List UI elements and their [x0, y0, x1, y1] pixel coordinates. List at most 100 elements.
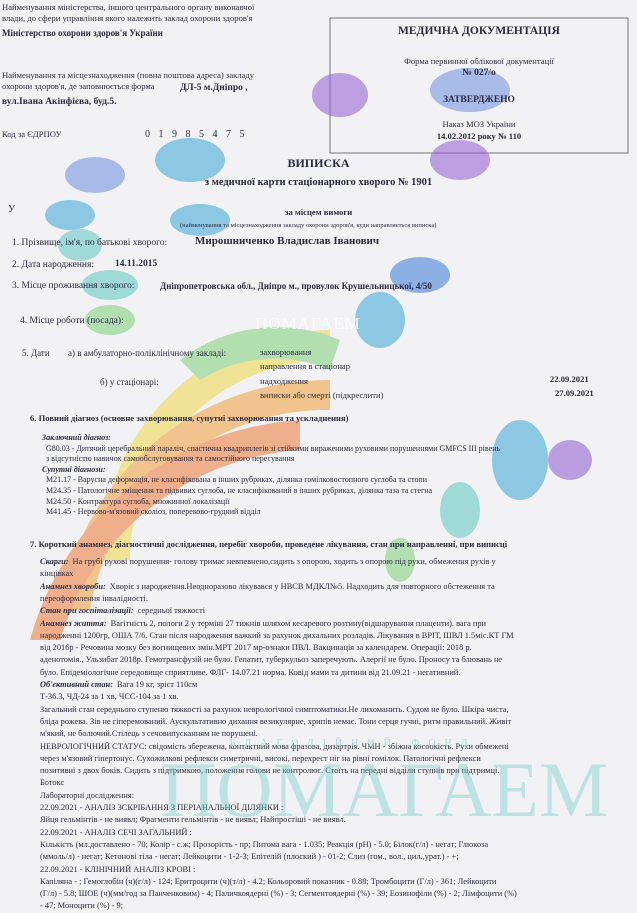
line-text: - 47; Моноцити (%) - 9;	[40, 901, 124, 911]
line-text: аденотомія., Ульзибат 2018р. Гемотрансфу…	[40, 655, 503, 665]
form-caption: Форма первинної облікової документації	[404, 56, 554, 66]
approved: ЗАТВЕРДЖЕНО	[443, 95, 515, 105]
field-label: направлення в стаціонар	[260, 361, 351, 371]
field-label: виписки або смерті (підкреслити)	[260, 390, 384, 400]
history-line: (Г/л) - 5.8; ШОЕ (ч)(мм/год за Панченков…	[40, 888, 629, 900]
line-lead: Скарги:	[40, 557, 69, 566]
form-number: № 027/о	[462, 68, 496, 78]
field-label: 2. Дата народження:	[12, 260, 95, 270]
history-line: м'який, не болючий.Стілець з сечовипуска…	[40, 728, 629, 740]
line-text: Вагітність 2, пологи 2 у терміні 27 тижн…	[110, 618, 487, 628]
ministry-caption: Найменування міністерства, іншого центра…	[2, 2, 255, 12]
facility-caption: охорони здоров'я, де заповнюється форма	[2, 81, 155, 91]
diagnosis-line: Супутні діагнози:	[42, 464, 106, 474]
facility-address: вул.Івана Акінфієва, буд.5.	[2, 97, 117, 107]
discharge-date: 27.09.2021	[555, 388, 594, 398]
field-label: 1. Прізвище, ім'я, по батькові хворого:	[12, 238, 168, 248]
line-text: середньої тяжкості	[137, 606, 206, 616]
line-text: НЕВРОЛОГІЧНИЙ СТАТУС: свідомість збереже…	[40, 741, 509, 751]
line-lead: Стан при госпіталізації:	[40, 606, 134, 616]
watermark: ПОМАГАЕМ	[255, 314, 361, 333]
line-text: Капіляна - ; Гемоглобін (ч)(г/л) - 124; …	[40, 876, 497, 886]
diagnosis-line: M24.35 - Патологічне зміщення та підвиви…	[46, 486, 433, 495]
history-line: Анамнез життя: Вагітність 2, пологи 2 у т…	[40, 618, 629, 630]
history-line: Загальний стан середнього ступеню тяжкос…	[40, 704, 629, 716]
diagnosis-line: M24.50 - Контрактура суглоба, множинної …	[46, 496, 230, 506]
watermark: БЛАГОДІЙНИЙ ФОНД	[230, 738, 477, 749]
code-label: Код за ЄДРПОУ	[2, 129, 62, 139]
history-line: кінцівках	[40, 568, 629, 580]
history-line: Яйця гельмінтів - не виявл; Фрагменти ге…	[40, 814, 629, 826]
line-text: Лабораторні дослідження:	[40, 790, 135, 800]
line-text: 22.09.2021 - АНАЛІЗ СЕЧІ ЗАГАЛЬНИЙ :	[40, 827, 192, 837]
line-text: м'який, не болючий.Стілець з сечовипуска…	[40, 729, 258, 739]
history-line: переоформлення інвалідності.	[40, 593, 629, 605]
line-text: було. Епідеміологічне середовище сприятл…	[40, 667, 461, 677]
history-line: - 47; Моноцити (%) - 9;	[40, 900, 629, 912]
diagnosis-line: M21.17 - Варусна деформація, не класифік…	[46, 475, 428, 485]
line-text: кінцівках	[40, 569, 74, 579]
order: Наказ МОЗ України	[442, 119, 516, 129]
doc-title: ВИПИСКА	[287, 156, 350, 170]
edrpou-code: 01985475	[145, 129, 253, 140]
birth-date: 14.11.2015	[115, 259, 158, 269]
field-label: 5. Дати	[22, 348, 50, 358]
history-line: Кількість (мл.доставлено - 70; Колір - с…	[40, 839, 629, 851]
history-line: Капіляна - ; Гемоглобін (ч)(г/л) - 124; …	[40, 876, 629, 888]
field-label: 4. Місце роботи (посада):	[20, 316, 124, 326]
field-label: надходження	[260, 376, 308, 386]
watermark: ПОМАГАЕМ	[160, 746, 609, 833]
line-text: через м'язовий гіпертонус. Сухожилкові р…	[40, 753, 481, 763]
diagnosis-line: Заключний діагноз:	[42, 433, 111, 442]
line-text: Вага 19 кг, зріст 110см	[117, 680, 198, 689]
history-line: (ммоль/л) - негат; Кетонові тіла - негат…	[40, 851, 629, 863]
field-label: 3. Місце проживання хворого:	[12, 281, 135, 291]
line-text: Кількість (мл.доставлено - 70; Колір - с…	[40, 839, 489, 849]
history-line: через м'язовий гіпертонус. Сухожилкові р…	[40, 753, 629, 765]
line-lead: Об'єктивний стан:	[40, 680, 113, 689]
line-text: переоформлення інвалідності.	[40, 593, 148, 603]
diagnosis-line: з відсутністю навичок самообслуговування…	[46, 454, 295, 464]
history-line: 22.09.2021 - КЛІНІЧНИЙ АНАЛІЗ КРОВІ :	[40, 864, 629, 876]
address: Дніпропетровська обл., Дніпро м., провул…	[160, 281, 432, 291]
line-text: від 2016р - Речовина мозку без вогнищеви…	[40, 643, 472, 653]
doc-subtitle: з медичної карти стаціонарного хворого №…	[204, 177, 433, 188]
doc-type: МЕДИЧНА ДОКУМЕНТАЦІЯ	[398, 25, 560, 37]
history-line: Т-36.3, ЧД-24 за 1 хв, ЧСС-104 за 1 хв.	[40, 691, 629, 703]
history-line: Стан при госпіталізації: середньої тяжкос…	[40, 605, 629, 617]
facility: ДЛ-5 м.Дніпро ,	[180, 83, 248, 93]
line-text: Хворіє з народження.Неодноразово лікував…	[109, 581, 495, 591]
ministry: Міністерство охорони здоров'я України	[2, 28, 163, 38]
ministry-caption: влади, до сфери управління якого належит…	[2, 13, 253, 23]
line-text: 22.09.2021 - КЛІНІЧНИЙ АНАЛІЗ КРОВІ :	[40, 864, 196, 874]
line-text: (ммоль/л) - негат; Кетонові тіла - негат…	[40, 852, 459, 862]
field-label: б) у стаціонарі:	[100, 377, 159, 387]
facility-caption: Найменування та місцезнаходження (повна …	[2, 70, 255, 80]
history-line: Об'єктивний стан: Вага 19 кг, зріст 110см	[40, 679, 629, 691]
recipient-caption: (найменування та місцезнаходження заклад…	[180, 222, 437, 229]
diagnosis-line: M41.45 - Нервово-м'язовий сколіоз, попер…	[46, 507, 261, 517]
history-line: Скарги: На грубі рухові порушення- голову…	[40, 556, 629, 568]
section-heading: 6. Повний діагноз (основне захворювання,…	[30, 413, 349, 423]
line-text: 22.09.2021 - АНАЛІЗ ЗСКРІБАННЯ З ПЕРІАНА…	[40, 803, 284, 812]
recipient-prefix: У	[8, 204, 16, 215]
history-line: бліда рожева. Зів не гіперемований. Ауск…	[40, 716, 629, 728]
history-line: НЕВРОЛОГІЧНИЙ СТАТУС: свідомість збереже…	[40, 741, 629, 753]
history-line: аденотомія., Ульзибат 2018р. Гемотрансфу…	[40, 654, 629, 666]
line-text: позитивні з двох боків. Сидить з підтрим…	[40, 766, 500, 776]
section-heading: 7. Короткий анамнез, діагностичні дослід…	[30, 539, 508, 549]
line-text: Т-36.3, ЧД-24 за 1 хв, ЧСС-104 за 1 хв.	[40, 692, 179, 702]
field-label: захворювання	[260, 347, 312, 357]
history-line: було. Епідеміологічне середовище сприятл…	[40, 667, 629, 679]
order-date: 14.02.2012 року № 110	[436, 131, 522, 141]
field-label: а) в амбулаторно-поліклінічному закладі:	[68, 348, 227, 358]
diagnosis-line: G80.03 - Дитячий церебральний параліч, с…	[46, 443, 501, 453]
history-line: Лабораторні дослідження:	[40, 790, 629, 802]
history-line: 22.09.2021 - АНАЛІЗ ЗСКРІБАННЯ З ПЕРІАНА…	[40, 802, 629, 814]
history-line: народженні 1200гр, ОША 7/6. Стан після н…	[40, 630, 629, 642]
line-text: бліда рожева. Зів не гіперемований. Ауск…	[40, 716, 512, 726]
line-text: Ботокс	[40, 778, 65, 788]
line-text: Загальний стан середнього ступеню тяжкос…	[40, 704, 509, 714]
